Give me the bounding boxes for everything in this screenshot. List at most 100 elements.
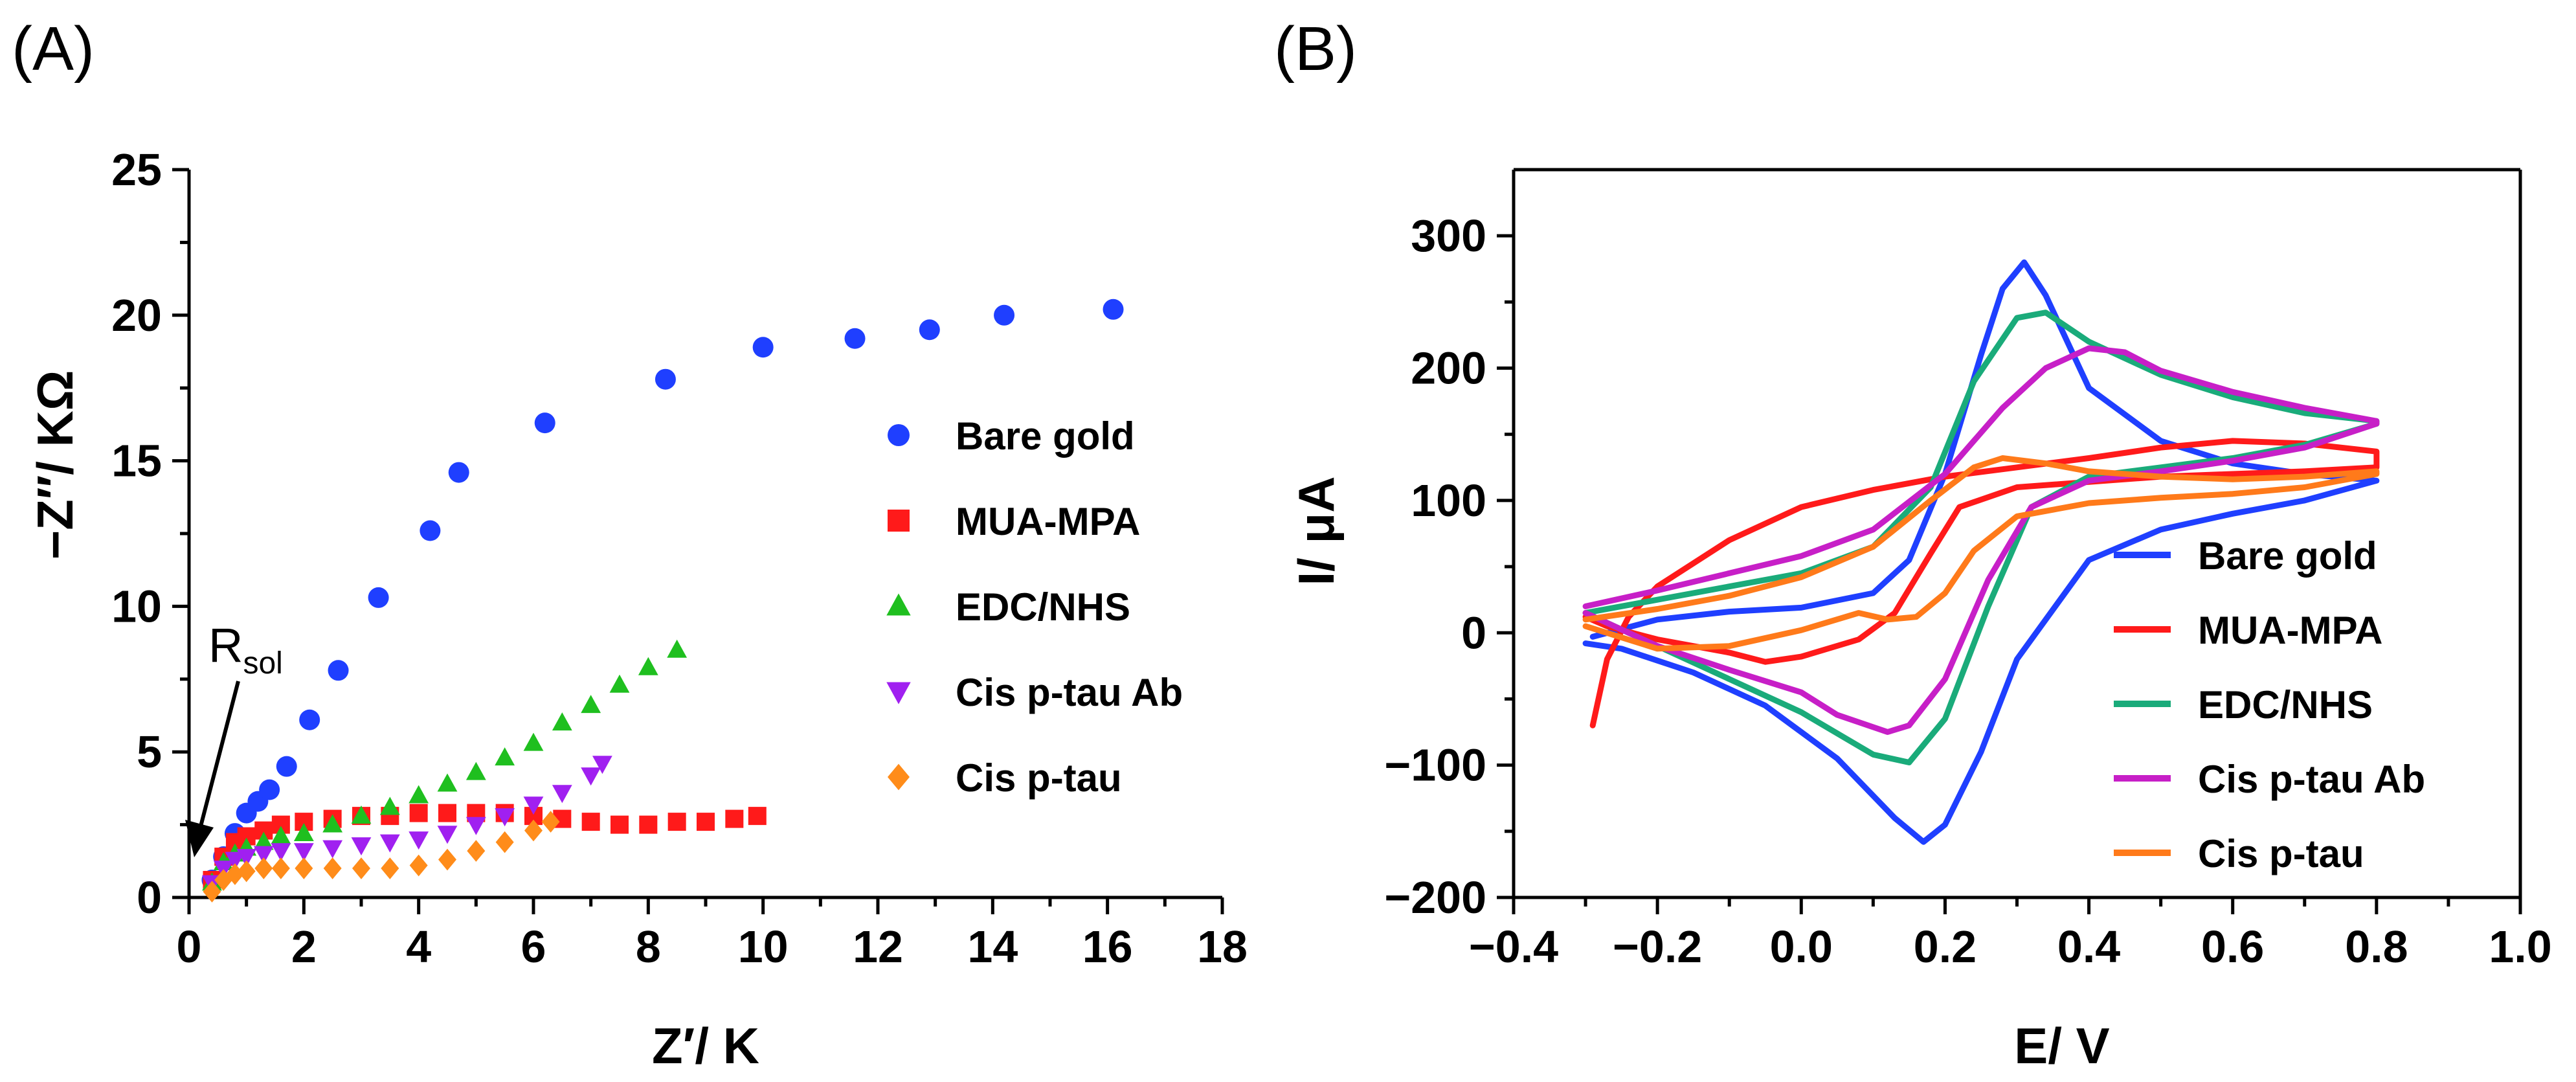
cis-p-tau-ab-point <box>271 843 291 862</box>
legend-label-bare-gold: Bare gold <box>2198 534 2377 578</box>
mua-mpa-point <box>725 809 744 828</box>
panel-a-x-tick-label: 14 <box>967 921 1018 972</box>
series-cis-p-tau-line <box>1582 455 2380 652</box>
cis-p-tau-ab-point <box>552 785 572 804</box>
legend-item-cis-p-tau: Cis p-tau <box>888 756 1122 800</box>
cis-p-tau-point <box>237 860 256 883</box>
mua-mpa-point <box>748 807 767 826</box>
cis-p-tau-point <box>467 840 486 862</box>
panel-b-marks <box>1582 259 2380 845</box>
cis-p-tau-ab-point <box>379 834 400 853</box>
cis-p-tau-point <box>541 811 560 833</box>
cis-p-tau-ab-point <box>592 756 612 774</box>
series-cis-p-tau-ab <box>202 756 612 894</box>
panel-a-x-tick-label: 6 <box>521 921 546 972</box>
panel-a-y-tick-label: 25 <box>111 144 162 195</box>
panel-a-y-axis-title: −Z′′/ KΩ <box>27 370 84 560</box>
legend-marker-mua-mpa <box>888 510 910 532</box>
bare-gold-point <box>752 337 774 358</box>
panel-b-x-tick-label: −0.2 <box>1613 921 1702 972</box>
edc-nhs-point <box>322 814 343 833</box>
legend-item-cis-p-tau-ab: Cis p-tau Ab <box>2114 758 2425 801</box>
panel-a-x-tick-label: 2 <box>291 921 317 972</box>
series-cis-p-tau-ab-line <box>1582 345 2380 735</box>
panel-b: (B) −0.4 −0.2 0.0 0.2 0.4 0.6 0.8 1.0 −200 −100 0 1… <box>1274 14 2552 1074</box>
cis-p-tau-point <box>295 857 313 879</box>
edc-nhs-point <box>552 712 572 731</box>
bare-gold-point <box>844 328 866 349</box>
panel-a-marks <box>201 299 1124 903</box>
edc-nhs-point <box>609 674 630 693</box>
rsol-arrow-line <box>199 681 240 827</box>
cis-p-tau-point <box>524 819 543 842</box>
panel-a-y-tick-label: 5 <box>137 727 162 777</box>
panel-a-x-tick-label: 8 <box>636 921 661 972</box>
panel-a-y-tick-label: 0 <box>137 872 162 923</box>
series-mua-mpa-line <box>1582 438 2380 728</box>
panel-a-y-tick-label: 20 <box>111 290 162 341</box>
panel-b-y-tick-label: 300 <box>1411 210 1486 261</box>
legend-marker-edc-nhs <box>886 593 911 616</box>
legend-item-mua-mpa: MUA-MPA <box>888 500 1141 543</box>
legend-label-mua-mpa: MUA-MPA <box>2198 609 2383 652</box>
cis-p-tau-point <box>438 848 456 871</box>
bare-gold-point <box>994 304 1015 326</box>
edc-nhs-point <box>437 773 458 792</box>
panel-b-x-axis-title: E/ V <box>2014 1017 2109 1074</box>
legend-item-mua-mpa: MUA-MPA <box>2114 609 2383 652</box>
edc-nhs-point <box>581 695 601 714</box>
cis-p-tau-ab-point <box>322 840 343 859</box>
edc-nhs-point <box>293 822 314 841</box>
mua-mpa-point <box>581 813 600 831</box>
rsol-subscript: sol <box>243 646 282 681</box>
panel-a-annotation: Rsol <box>185 618 283 857</box>
cis-p-tau-point <box>352 857 370 879</box>
mua-mpa-point <box>667 813 686 831</box>
cis-p-tau-ab-point <box>351 837 372 856</box>
panel-a-axes: 0 2 4 6 8 10 12 14 16 18 0 5 10 15 20 25 <box>111 144 1248 972</box>
panel-b-x-tick-label: 0.8 <box>2345 921 2408 972</box>
legend-item-edc-nhs: EDC/NHS <box>2114 683 2373 727</box>
edc-nhs-point <box>495 747 515 766</box>
cis-p-tau-ab-point <box>409 831 429 850</box>
series-cis-p-tau <box>203 811 560 903</box>
panel-b-y-tick-label: −200 <box>1384 872 1486 923</box>
rsol-annotation: Rsol <box>208 618 283 681</box>
mua-mpa-point <box>409 804 428 822</box>
cis-p-tau-ab-point <box>293 843 314 862</box>
panel-b-x-tick-label: 0.6 <box>2201 921 2264 972</box>
panel-a-y-tick-label: 10 <box>111 581 162 631</box>
cis-p-tau-point <box>254 857 273 879</box>
legend-label-bare-gold: Bare gold <box>956 414 1135 458</box>
cis-p-tau-ab-point <box>465 817 486 835</box>
legend-label-mua-mpa: MUA-MPA <box>956 500 1141 543</box>
legend-item-bare-gold: Bare gold <box>888 414 1135 458</box>
cis-p-tau-point <box>495 831 514 853</box>
bare-gold-point <box>534 412 555 434</box>
cis-p-tau-ab-point <box>253 846 274 864</box>
edc-nhs-point <box>409 785 429 804</box>
edc-nhs-point <box>253 831 274 850</box>
bare-gold-point <box>276 756 297 777</box>
panel-a-x-tick-label: 16 <box>1082 921 1133 972</box>
cis-p-tau-point <box>323 857 342 879</box>
mua-mpa-point <box>639 815 658 834</box>
legend-marker-cis-p-tau <box>888 763 910 791</box>
bare-gold-point <box>919 319 940 341</box>
edc-nhs-point <box>638 657 658 675</box>
edc-nhs-point <box>379 796 400 815</box>
panel-b-x-tick-label: 0.4 <box>2057 921 2120 972</box>
cis-p-tau-point <box>271 857 290 879</box>
legend-marker-bare-gold <box>888 424 910 446</box>
cis-p-tau-point <box>381 857 399 879</box>
edc-nhs-point <box>465 761 486 780</box>
bare-gold-point <box>368 587 389 608</box>
legend-item-cis-p-tau: Cis p-tau <box>2114 832 2364 875</box>
mua-mpa-point <box>438 804 456 822</box>
edc-nhs-point <box>351 806 372 824</box>
rsol-arrow-head <box>185 820 214 857</box>
mua-mpa-point <box>697 813 715 831</box>
panel-b-legend: Bare gold MUA-MPA EDC/NHS Cis p-tau Ab Cis p… <box>2114 534 2425 875</box>
bare-gold-point <box>1103 299 1124 320</box>
